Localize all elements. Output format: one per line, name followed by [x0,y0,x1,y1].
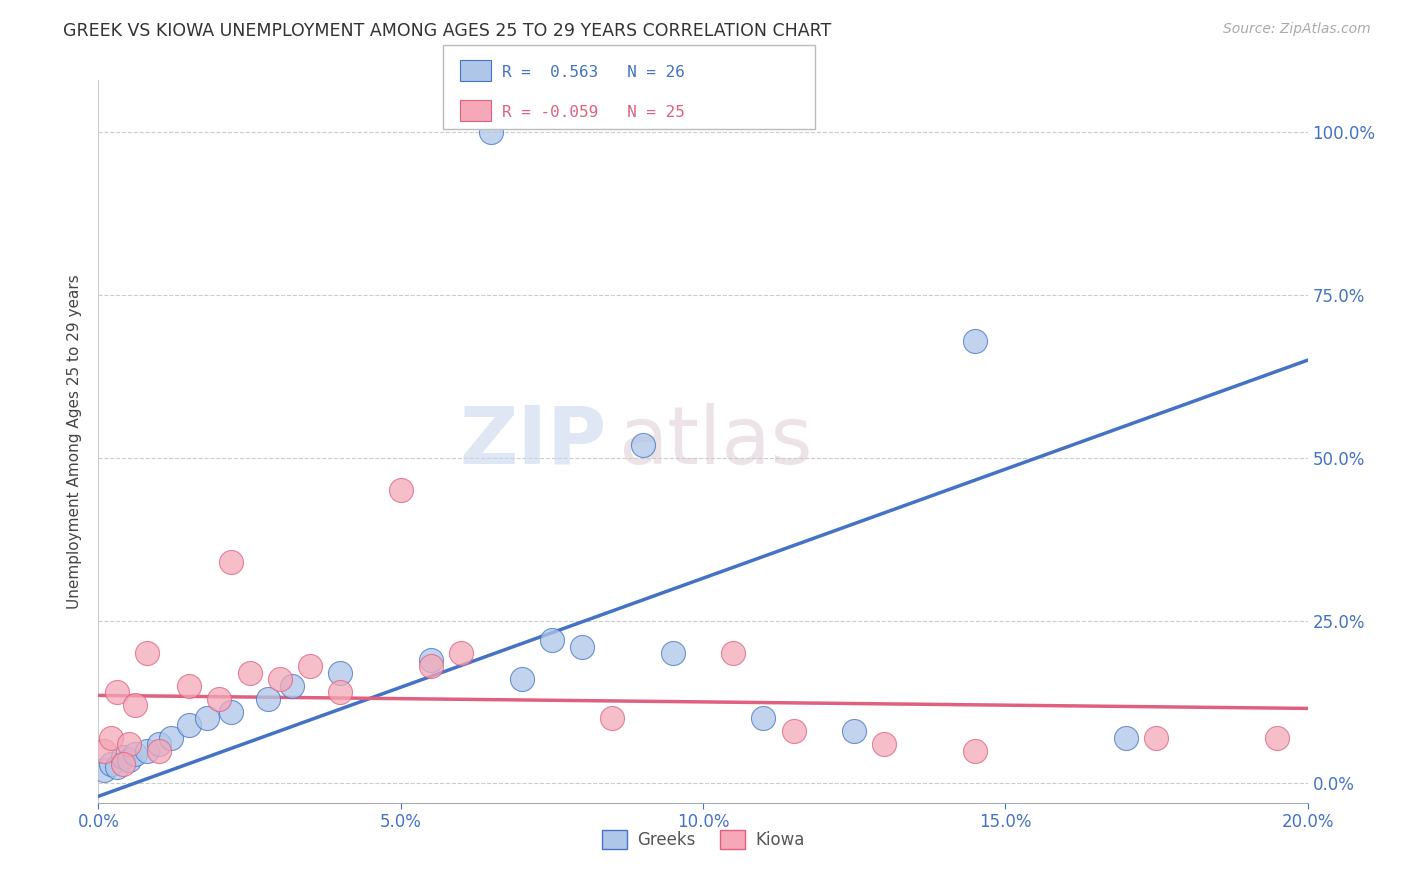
Point [221,555,243,569]
Point [160,731,183,745]
Legend: Greeks, Kiowa: Greeks, Kiowa [595,823,811,856]
Point [1146,731,1168,745]
Point [540,633,562,648]
Point [571,640,593,654]
Point [873,737,896,751]
Point [239,665,262,680]
Point [118,754,141,768]
Point [631,438,654,452]
Point [965,334,987,348]
Point [100,756,122,771]
Point [124,698,146,713]
Point [844,724,866,739]
Text: R = -0.059   N = 25: R = -0.059 N = 25 [502,104,685,120]
Point [100,731,122,745]
Point [1115,731,1137,745]
Point [661,646,683,660]
Point [179,679,201,693]
Point [148,744,170,758]
Point [752,711,775,725]
Point [329,685,352,699]
Point [221,705,243,719]
Point [389,483,412,498]
Point [481,125,503,139]
Point [208,691,231,706]
Point [148,737,170,751]
Point [195,711,218,725]
Y-axis label: Unemployment Among Ages 25 to 29 years: Unemployment Among Ages 25 to 29 years [67,274,83,609]
Text: ZIP: ZIP [458,402,606,481]
Point [510,672,533,686]
Point [450,646,472,660]
Point [256,691,278,706]
Point [179,717,201,731]
Point [281,679,304,693]
Point [329,665,352,680]
Point [420,652,443,666]
Point [105,760,128,774]
Point [783,724,806,739]
Point [965,744,987,758]
Point [111,750,134,764]
Point [602,711,624,725]
Point [135,646,157,660]
Point [1267,731,1289,745]
Point [723,646,745,660]
Point [105,685,128,699]
Point [118,737,141,751]
Text: Source: ZipAtlas.com: Source: ZipAtlas.com [1223,22,1371,37]
Point [93,764,115,778]
Point [420,659,443,673]
Text: atlas: atlas [619,402,813,481]
Point [93,744,115,758]
Point [124,747,146,761]
Point [135,744,157,758]
Point [111,756,134,771]
Text: R =  0.563   N = 26: R = 0.563 N = 26 [502,65,685,80]
Point [269,672,291,686]
Text: GREEK VS KIOWA UNEMPLOYMENT AMONG AGES 25 TO 29 YEARS CORRELATION CHART: GREEK VS KIOWA UNEMPLOYMENT AMONG AGES 2… [63,22,831,40]
Point [299,659,322,673]
